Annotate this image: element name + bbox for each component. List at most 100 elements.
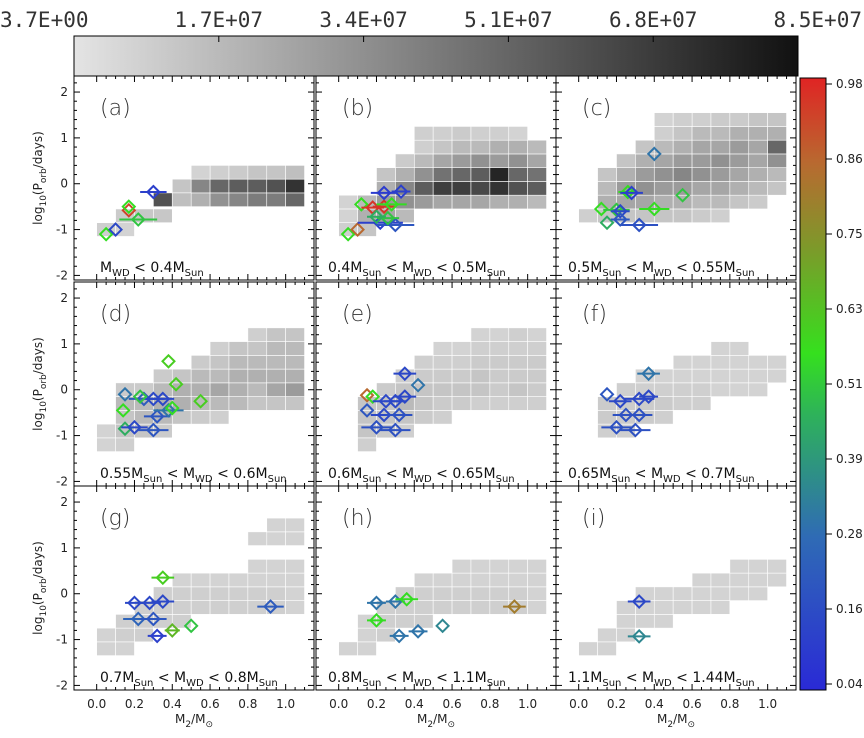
x-tick-label: 0.2 bbox=[367, 697, 386, 711]
density-map bbox=[578, 112, 787, 223]
density-cell bbox=[508, 586, 528, 601]
density-cell bbox=[489, 572, 510, 588]
x-tick-label: 0.4 bbox=[163, 697, 182, 711]
mass-range-label: 0.4MSun < MWD < 0.5MSun bbox=[328, 260, 506, 279]
data-point bbox=[393, 184, 409, 199]
density-cell bbox=[432, 181, 453, 196]
right-colorbar-ticks: 0.98 0.86 0.75 0.63 0.51 0.39 0.28 0.16 0.04 bbox=[826, 77, 863, 691]
data-point bbox=[675, 187, 691, 203]
right-colorbar-gradient bbox=[799, 77, 827, 691]
density-cell bbox=[285, 396, 305, 411]
x-axis-label-part: M bbox=[657, 712, 667, 726]
mass-range-part: M bbox=[642, 670, 654, 686]
mass-range-part: 1.1M bbox=[568, 670, 602, 686]
density-cell bbox=[710, 586, 731, 601]
data-point bbox=[130, 212, 146, 227]
x-axis-label-part: ⊙ bbox=[687, 720, 695, 730]
density-cell bbox=[748, 112, 768, 127]
y-axis-label-part: /days) bbox=[31, 541, 45, 578]
density-cell bbox=[190, 355, 211, 370]
x-axis-label-part: ⊙ bbox=[205, 720, 213, 730]
mass-range-part: < bbox=[630, 466, 651, 482]
density-cell bbox=[691, 167, 712, 182]
density-cell bbox=[653, 167, 674, 182]
data-point bbox=[145, 184, 161, 200]
data-points bbox=[115, 353, 209, 438]
mass-range-part: Sun bbox=[602, 678, 621, 689]
mass-range-part: 0.4M bbox=[150, 260, 184, 276]
density-cell bbox=[729, 139, 750, 155]
density-cell bbox=[672, 396, 693, 411]
mass-range-part: WD bbox=[654, 678, 672, 689]
data-point bbox=[145, 391, 161, 407]
density-cell bbox=[247, 178, 268, 194]
panel-b: (b)0.4MSun < MWD < 0.5MSun bbox=[315, 75, 557, 281]
density-cell bbox=[266, 586, 286, 601]
data-point bbox=[618, 407, 634, 423]
density-cell bbox=[395, 167, 415, 182]
density-cell bbox=[508, 153, 528, 168]
density-cell bbox=[451, 167, 472, 182]
data-point bbox=[631, 407, 647, 423]
y-tick-label: -2 bbox=[56, 268, 68, 282]
y-tick-label: 1 bbox=[60, 131, 68, 145]
density-cell bbox=[266, 165, 286, 180]
y-axis-label-part: (P bbox=[31, 389, 45, 401]
density-cell bbox=[285, 355, 305, 370]
density-cell bbox=[748, 153, 768, 168]
density-cell bbox=[266, 559, 286, 574]
density-cell bbox=[527, 586, 547, 601]
data-point bbox=[410, 377, 426, 393]
density-map bbox=[96, 165, 305, 237]
top-colorbar-tick-label: 1.7E+07 bbox=[175, 8, 264, 32]
mass-range-part: 0.5M bbox=[568, 260, 602, 276]
x-tick-label: 0.2 bbox=[125, 697, 144, 711]
density-cell bbox=[508, 382, 528, 397]
density-cell bbox=[767, 355, 787, 370]
density-cell bbox=[767, 559, 787, 574]
density-cell bbox=[691, 586, 712, 601]
density-cell bbox=[748, 181, 768, 196]
density-cell bbox=[413, 153, 434, 168]
top-colorbar-tick-label: 3.7E+00 bbox=[0, 8, 89, 32]
density-cell bbox=[527, 368, 547, 384]
density-cell bbox=[489, 396, 510, 411]
density-cell bbox=[527, 327, 547, 342]
data-points bbox=[98, 184, 167, 242]
mass-range-part: 0.65M bbox=[452, 466, 495, 482]
y-tick-label: 2 bbox=[60, 85, 68, 99]
density-cell bbox=[470, 572, 491, 588]
density-cell bbox=[451, 341, 472, 356]
density-cell bbox=[653, 382, 674, 397]
density-cell bbox=[209, 586, 230, 601]
density-cell bbox=[432, 396, 453, 411]
mass-range-part: Sun bbox=[736, 268, 755, 279]
data-point bbox=[387, 217, 403, 233]
density-cell bbox=[672, 126, 693, 141]
density-cell bbox=[635, 614, 655, 629]
density-cell bbox=[285, 531, 305, 546]
data-point bbox=[410, 623, 426, 639]
density-map bbox=[597, 341, 787, 439]
density-cell bbox=[209, 382, 230, 397]
mass-range-part: Sun bbox=[362, 474, 381, 485]
mass-range-part: Sun bbox=[736, 678, 755, 689]
density-cell bbox=[115, 614, 135, 629]
density-cell bbox=[635, 410, 655, 425]
density-cell bbox=[729, 572, 750, 588]
density-cell bbox=[578, 641, 598, 656]
density-cell bbox=[597, 396, 617, 411]
mass-range-part: < bbox=[153, 670, 174, 686]
density-cell bbox=[228, 192, 249, 207]
x-tick-label: 0.6 bbox=[443, 697, 462, 711]
density-cell bbox=[616, 600, 636, 615]
density-cell bbox=[597, 627, 617, 643]
data-point bbox=[193, 393, 209, 409]
density-cell bbox=[597, 641, 617, 656]
data-points bbox=[367, 591, 526, 644]
data-point bbox=[127, 595, 142, 611]
density-cell bbox=[691, 572, 712, 588]
density-cell bbox=[247, 396, 268, 411]
data-point bbox=[376, 185, 392, 201]
panel-frame bbox=[73, 485, 315, 691]
